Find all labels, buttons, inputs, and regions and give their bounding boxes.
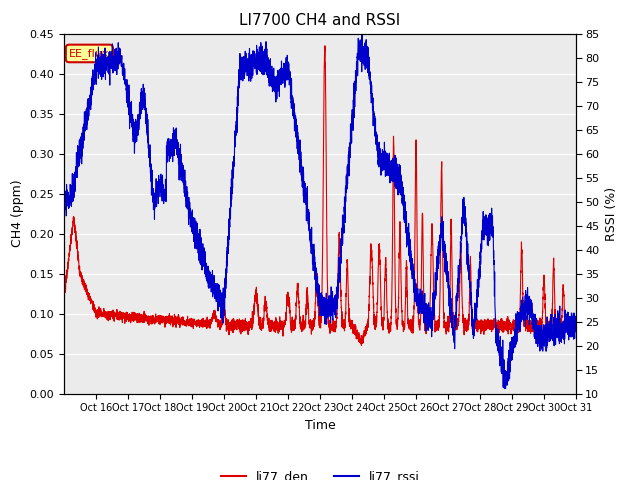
li77_den [321,43,329,48]
li77_rssi [366,69,374,75]
Text: EE_flux: EE_flux [69,48,109,59]
li77_rssi [486,233,493,239]
li77_den [60,295,68,300]
li77_den [367,259,374,264]
li77_rssi [358,31,366,37]
li77_rssi [339,241,346,247]
Y-axis label: CH4 (ppm): CH4 (ppm) [11,180,24,247]
li77_den [572,323,580,329]
li77_rssi [499,363,506,369]
Y-axis label: RSSI (%): RSSI (%) [605,187,618,240]
Legend: li77_den, li77_rssi: li77_den, li77_rssi [216,465,424,480]
li77_rssi [572,315,580,321]
li77_rssi [500,385,508,391]
X-axis label: Time: Time [305,419,335,432]
li77_rssi [166,144,174,150]
li77_den [339,318,347,324]
li77_rssi [460,203,468,209]
li77_rssi [60,189,68,195]
li77_den [499,325,506,331]
Title: LI7700 CH4 and RSSI: LI7700 CH4 and RSSI [239,13,401,28]
li77_den [166,318,174,324]
li77_den [486,324,493,330]
Line: li77_rssi: li77_rssi [64,34,576,388]
li77_den [358,343,365,348]
Line: li77_den: li77_den [64,46,576,346]
li77_den [460,321,468,326]
